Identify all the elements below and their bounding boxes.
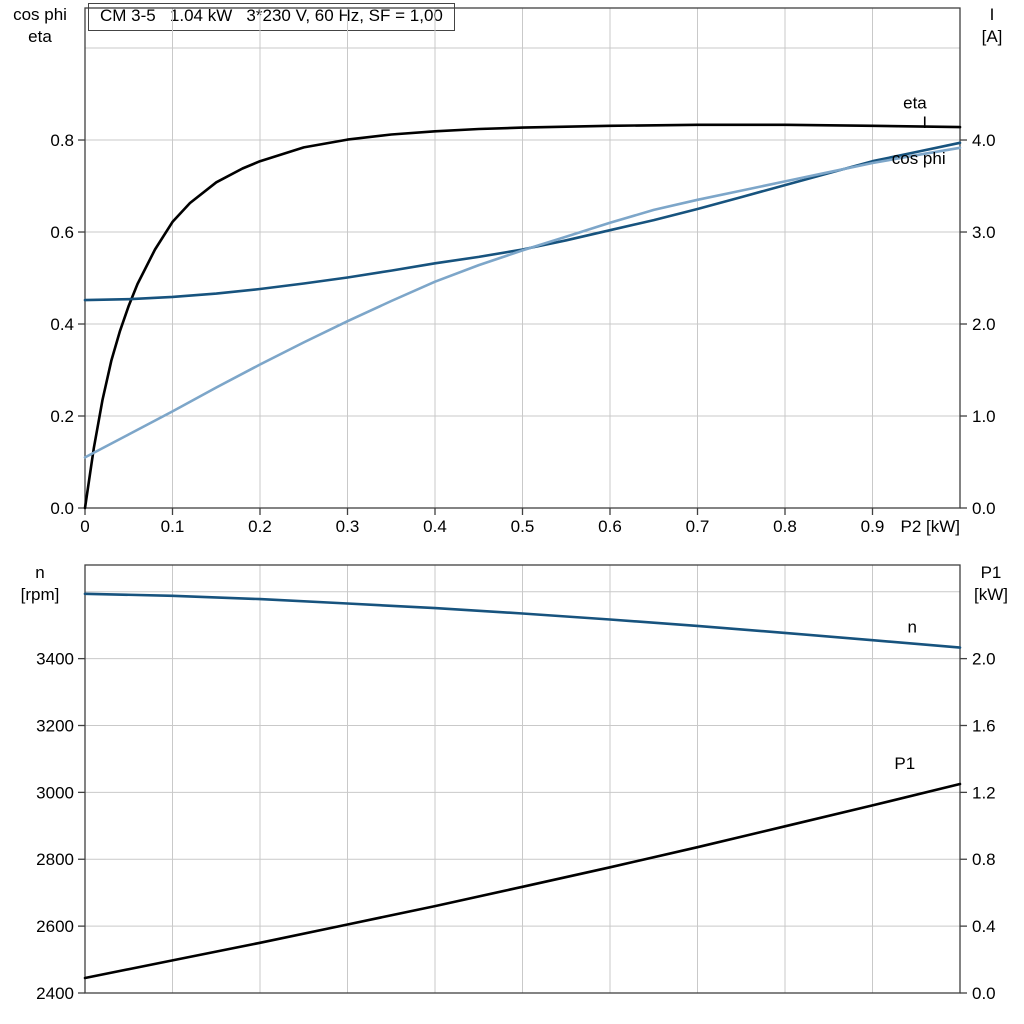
tick-label: 2400 [36, 984, 74, 1003]
tick-label: 0.8 [773, 517, 797, 536]
tick-label: 3400 [36, 650, 74, 669]
curve-label-P1: P1 [894, 754, 915, 773]
x-axis-label: P2 [kW] [900, 517, 960, 536]
curve-label-I: I [922, 113, 927, 132]
tick-label: 2.0 [972, 315, 996, 334]
top-chart-left-axis-title: cos phi eta [13, 5, 67, 46]
tick-label: 0.3 [336, 517, 360, 536]
tick-label: 0.5 [511, 517, 535, 536]
tick-label: 0.0 [972, 499, 996, 518]
tick-label: 0.9 [861, 517, 885, 536]
tick-label: 3.0 [972, 223, 996, 242]
curve-label-cos-phi: cos phi [892, 149, 946, 168]
tick-label: 3000 [36, 783, 74, 802]
curve-P1 [83, 782, 962, 980]
tick-label: 0.8 [50, 131, 74, 150]
tick-label: 3200 [36, 716, 74, 735]
tick-label: 0.4 [50, 315, 74, 334]
tick-label: 2.0 [972, 650, 996, 669]
tick-label: 0.6 [598, 517, 622, 536]
tick-label: 0.7 [686, 517, 710, 536]
bottom-chart-left-axis-title: n [rpm] [20, 563, 60, 604]
curve-n [83, 592, 962, 649]
curve-cos-phi [83, 146, 962, 459]
tick-label: 1.6 [972, 716, 996, 735]
tick-label: 0.4 [972, 917, 996, 936]
tick-label: 0.2 [50, 407, 74, 426]
top-chart: 0.0 0.2 0.4 0.6 0.8 0.0 1.0 2.0 3.0 4.0 0 0.1 0.2 0.3… [50, 7, 996, 536]
tick-label: 0 [80, 517, 89, 536]
curve-eta [83, 123, 962, 510]
tick-label: 4.0 [972, 131, 996, 150]
axis-frame [84, 564, 961, 994]
curve-label-n: n [908, 618, 917, 637]
tick-label: 0.4 [423, 517, 447, 536]
tick-label: 2600 [36, 917, 74, 936]
tick-label: 2800 [36, 850, 74, 869]
tick-label: 0.8 [972, 850, 996, 869]
tick-label: 0.6 [50, 223, 74, 242]
top-chart-right-axis-title: I [A] [981, 5, 1003, 46]
bottom-chart-right-axis-title: P1 [kW] [974, 563, 1008, 604]
tick-label: 1.2 [972, 783, 996, 802]
bottom-chart: 2400 2600 2800 3000 3200 3400 0.0 0.4 0.8 1.2 1.6 2… [36, 564, 996, 1003]
tick-label: 1.0 [972, 407, 996, 426]
curve-label-eta: eta [903, 94, 927, 113]
tick-label: 0.0 [50, 499, 74, 518]
tick-label: 0.0 [972, 984, 996, 1003]
tick-label: 0.1 [161, 517, 185, 536]
tick-label: 0.2 [248, 517, 272, 536]
